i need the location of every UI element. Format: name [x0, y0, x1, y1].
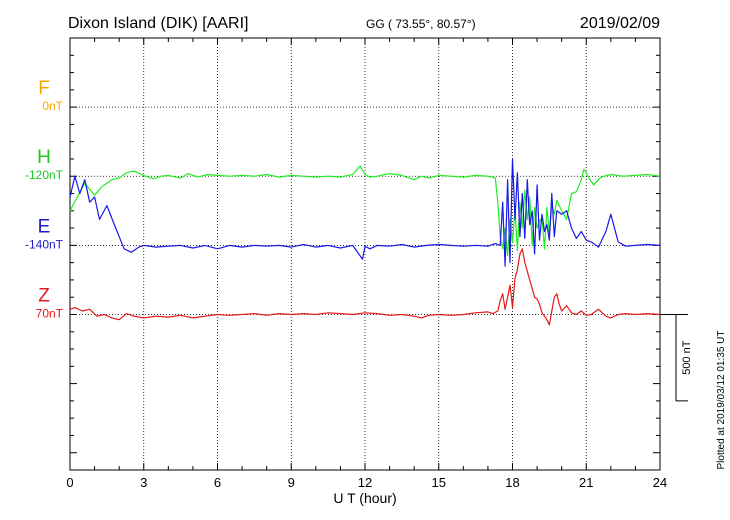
component-letter-h: H [37, 147, 51, 168]
plotted-timestamp: Plotted at 2019/03/12 01:35 UT [716, 331, 727, 470]
scale-bar: 500 nT [660, 313, 693, 402]
component-letter-e: E [38, 216, 51, 237]
station-coords: GG ( 73.55°, 80.57°) [366, 17, 476, 31]
component-base-e: -140nT [25, 237, 64, 251]
x-tick-label: 0 [66, 475, 73, 490]
component-letter-z: Z [38, 285, 50, 306]
series-line-e [69, 158, 661, 267]
x-tick-label: 12 [358, 475, 372, 490]
component-base-z: 70nT [36, 306, 64, 320]
x-tick-label: 21 [579, 475, 593, 490]
x-tick-label: 24 [653, 475, 667, 490]
component-base-f: 0nT [42, 99, 63, 113]
series-line-h [69, 165, 661, 257]
traces [69, 158, 661, 326]
series-line-z [69, 248, 661, 326]
component-letter-f: F [38, 78, 50, 99]
scale-bar-label: 500 nT [681, 340, 693, 375]
x-axis: 0 3 6 9 12 15 18 21 24 [66, 38, 667, 490]
x-tick-label: 18 [505, 475, 519, 490]
grid-lines [70, 38, 660, 470]
plot-area [69, 37, 661, 471]
plot-date: 2019/02/09 [580, 15, 660, 32]
x-tick-label: 9 [288, 475, 295, 490]
component-base-h: -120nT [25, 168, 64, 182]
x-tick-label: 3 [140, 475, 147, 490]
x-tick-label: 6 [214, 475, 221, 490]
x-axis-label: U T (hour) [333, 490, 396, 506]
station-title: Dixon Island (DIK) [AARI] [68, 15, 249, 32]
x-tick-label: 15 [432, 475, 446, 490]
